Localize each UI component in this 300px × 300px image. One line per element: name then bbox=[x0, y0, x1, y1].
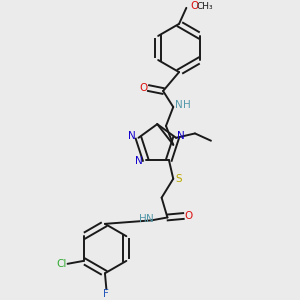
Text: CH₃: CH₃ bbox=[196, 2, 213, 11]
Text: N: N bbox=[177, 131, 185, 141]
Text: N: N bbox=[146, 214, 154, 224]
Text: S: S bbox=[175, 174, 182, 184]
Text: O: O bbox=[184, 211, 193, 221]
Text: H: H bbox=[139, 214, 147, 224]
Text: N: N bbox=[135, 156, 143, 167]
Text: N: N bbox=[128, 131, 136, 141]
Text: Cl: Cl bbox=[57, 259, 67, 269]
Text: O: O bbox=[190, 2, 199, 11]
Text: F: F bbox=[103, 290, 109, 299]
Text: O: O bbox=[139, 83, 147, 93]
Text: H: H bbox=[183, 100, 190, 110]
Text: N: N bbox=[175, 100, 182, 110]
